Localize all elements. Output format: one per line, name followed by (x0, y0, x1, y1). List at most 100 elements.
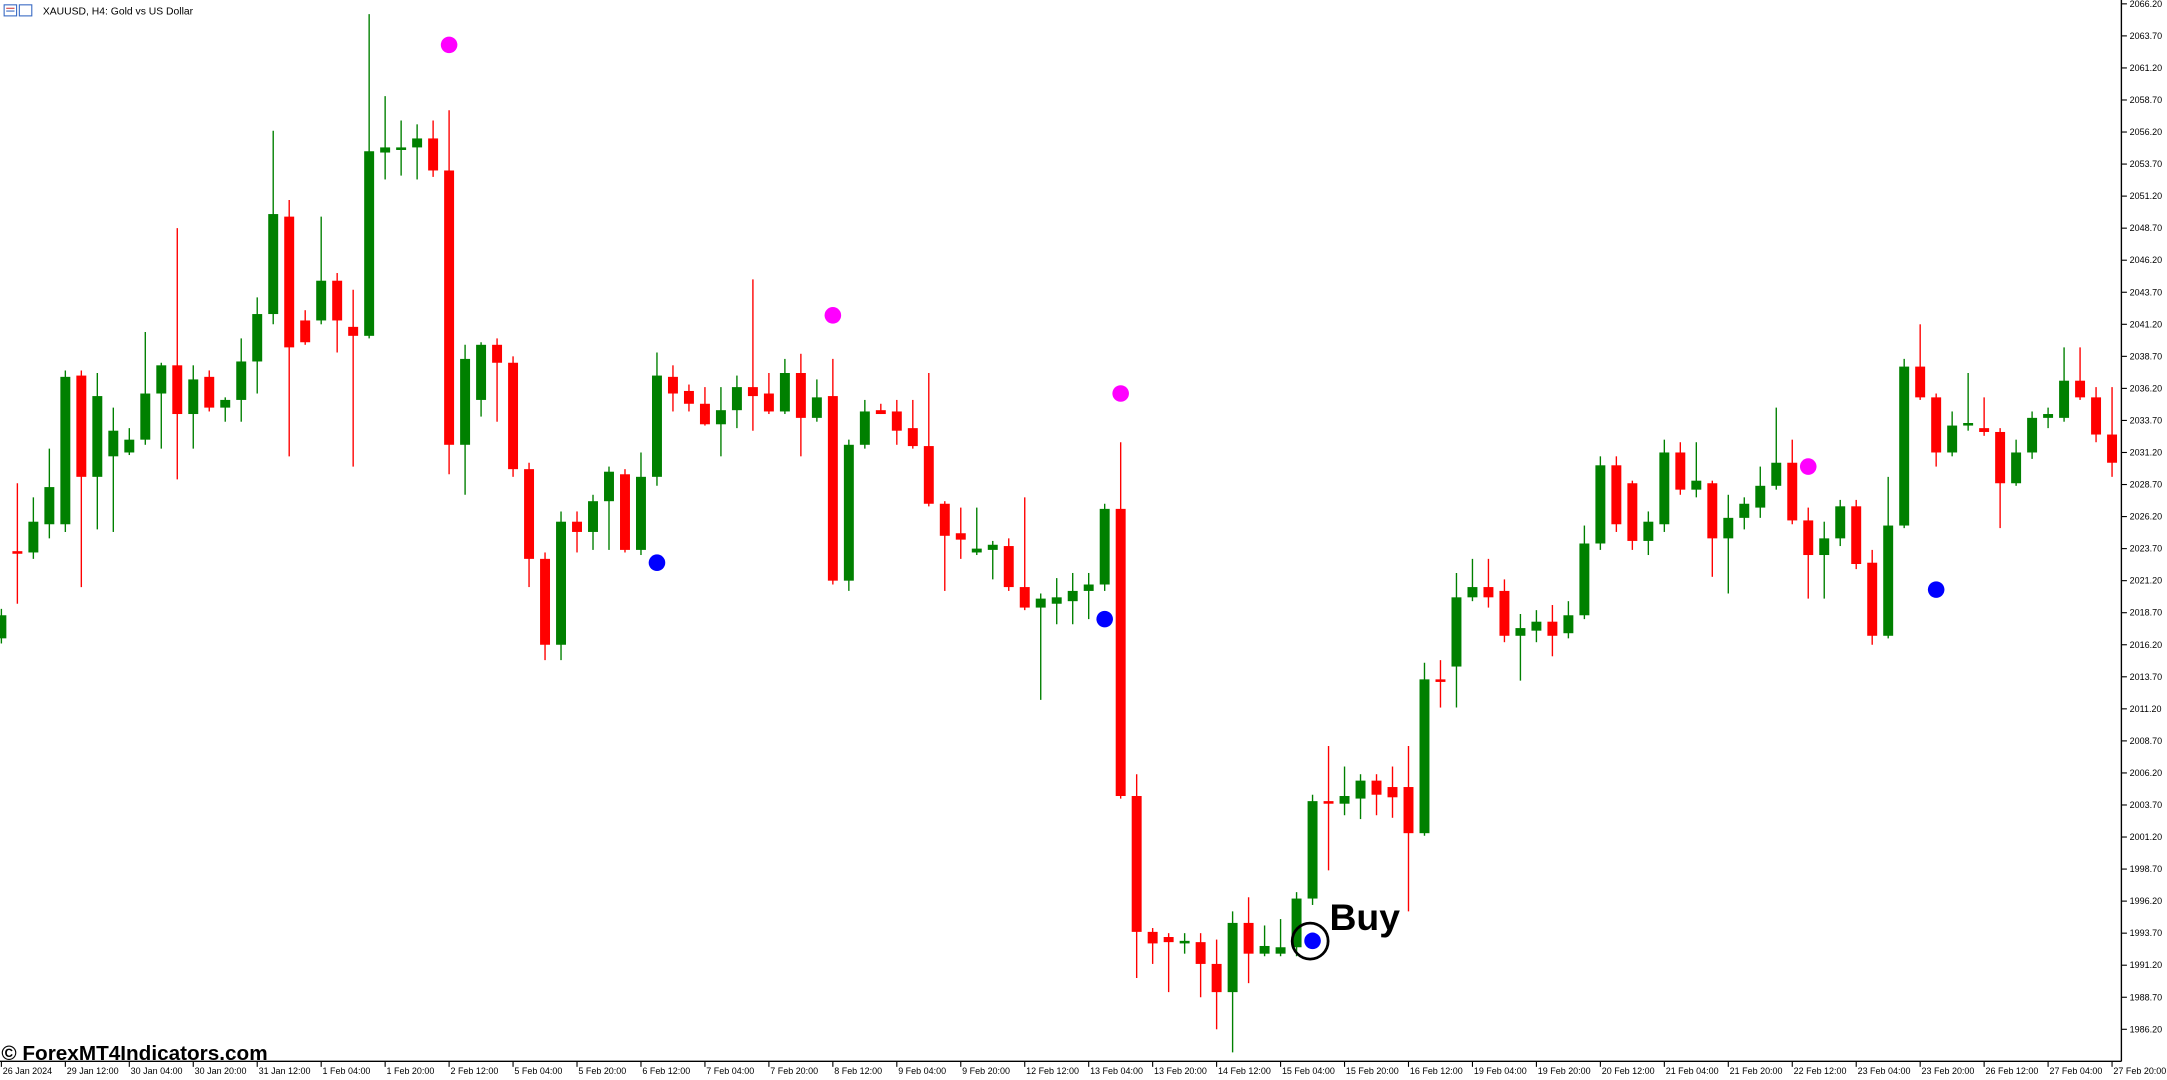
y-tick-label: 2008.70 (2130, 736, 2162, 746)
y-tick-label: 2063.70 (2130, 31, 2162, 41)
candle-body (1227, 922, 1238, 993)
candle-body (827, 396, 838, 581)
y-tick-label: 2051.20 (2130, 191, 2162, 201)
x-tick-label: 14 Feb 12:00 (1218, 1066, 1271, 1076)
y-tick-label: 1991.20 (2130, 960, 2162, 970)
candle-body (268, 214, 279, 315)
x-tick-label: 5 Feb 20:00 (578, 1066, 626, 1076)
window-icon (3, 4, 33, 17)
candle-body (1307, 801, 1318, 899)
candle-body (476, 344, 487, 400)
y-tick-label: 2038.70 (2130, 351, 2162, 361)
y-tick-label: 2011.20 (2130, 704, 2162, 714)
candle-body (1547, 621, 1558, 636)
y-tick-label: 2026.20 (2130, 512, 2162, 522)
x-tick-label: 26 Jan 2024 (3, 1066, 52, 1076)
candle-body (1435, 679, 1446, 682)
candle-body (1579, 543, 1590, 616)
y-tick-label: 1996.20 (2130, 896, 2162, 906)
candle-body (1195, 942, 1206, 964)
candle-body (1499, 590, 1510, 636)
y-tick-label: 2058.70 (2130, 95, 2162, 105)
signal-dot (1112, 385, 1129, 402)
candle-body (1787, 462, 1798, 521)
x-tick-label: 1 Feb 04:00 (323, 1066, 371, 1076)
y-tick-label: 2006.20 (2130, 768, 2162, 778)
y-tick-label: 2056.20 (2130, 127, 2162, 137)
candle-body (380, 147, 391, 153)
candle-body (28, 521, 39, 553)
y-tick-label: 2031.20 (2130, 448, 2162, 458)
candle-body (300, 320, 311, 343)
candle-body (1323, 801, 1334, 804)
y-tick-label: 2028.70 (2130, 480, 2162, 490)
candle-body (1947, 425, 1958, 453)
candle-body (1659, 452, 1670, 525)
y-tick-label: 2066.20 (2130, 0, 2162, 9)
candle-body (1883, 525, 1894, 636)
y-tick-label: 2021.20 (2130, 576, 2162, 586)
candle-body (987, 544, 998, 550)
candle-body (1723, 517, 1734, 539)
candle-body (1691, 480, 1702, 490)
candle-body (2043, 414, 2054, 418)
candle-body (124, 439, 135, 453)
candle-body (2059, 380, 2070, 418)
buy-ring (1290, 921, 1330, 961)
candle-body (1979, 428, 1990, 432)
candle-body (508, 362, 519, 470)
x-tick-label: 7 Feb 04:00 (706, 1066, 754, 1076)
candle-body (811, 397, 822, 418)
candle-body (396, 147, 407, 150)
x-tick-label: 16 Feb 12:00 (1410, 1066, 1463, 1076)
candle-body (1707, 483, 1718, 539)
candle-body (1371, 780, 1382, 795)
x-tick-label: 15 Feb 20:00 (1346, 1066, 1399, 1076)
x-tick-label: 27 Feb 04:00 (2049, 1066, 2102, 1076)
x-tick-label: 21 Feb 04:00 (1666, 1066, 1719, 1076)
y-tick-label: 1986.20 (2130, 1024, 2162, 1034)
candle-body (1899, 366, 1910, 526)
candle-body (715, 410, 726, 425)
candle-body (2027, 417, 2038, 453)
candle-body (1067, 590, 1078, 602)
candle-body (556, 521, 567, 645)
y-tick-label: 1988.70 (2130, 992, 2162, 1002)
x-tick-label: 13 Feb 20:00 (1154, 1066, 1207, 1076)
candle-body (2091, 397, 2102, 435)
buy-annotation: Buy (1329, 896, 1400, 938)
x-tick-label: 19 Feb 20:00 (1538, 1066, 1591, 1076)
y-tick-label: 2033.70 (2130, 415, 2162, 425)
candle-body (971, 548, 982, 553)
candle-body (1531, 621, 1542, 631)
candle-body (2011, 452, 2022, 484)
candle-body (1275, 947, 1286, 954)
candle-body (1051, 597, 1062, 604)
candle-body (236, 361, 247, 400)
signal-dot (824, 307, 842, 324)
x-tick-label: 13 Feb 04:00 (1090, 1066, 1143, 1076)
x-tick-label: 15 Feb 04:00 (1282, 1066, 1335, 1076)
candle-body (1851, 506, 1862, 564)
x-tick-label: 23 Feb 04:00 (1858, 1066, 1911, 1076)
candle-body (588, 501, 598, 532)
candle-body (2075, 380, 2086, 398)
x-tick-label: 30 Jan 04:00 (131, 1066, 183, 1076)
candle-body (1035, 598, 1046, 608)
candle-body (1019, 587, 1030, 608)
candle-body (1467, 587, 1478, 598)
x-tick-label: 7 Feb 20:00 (770, 1066, 818, 1076)
candle-body (1339, 796, 1350, 804)
candle-body (636, 476, 646, 550)
candle-body (955, 533, 966, 540)
candle-body (1419, 679, 1430, 834)
candle-body (939, 503, 950, 536)
candle-body (1995, 431, 2006, 484)
signal-dot (648, 554, 666, 572)
signal-dot (440, 36, 458, 54)
candle-body (731, 387, 742, 411)
candle-body (204, 376, 215, 408)
